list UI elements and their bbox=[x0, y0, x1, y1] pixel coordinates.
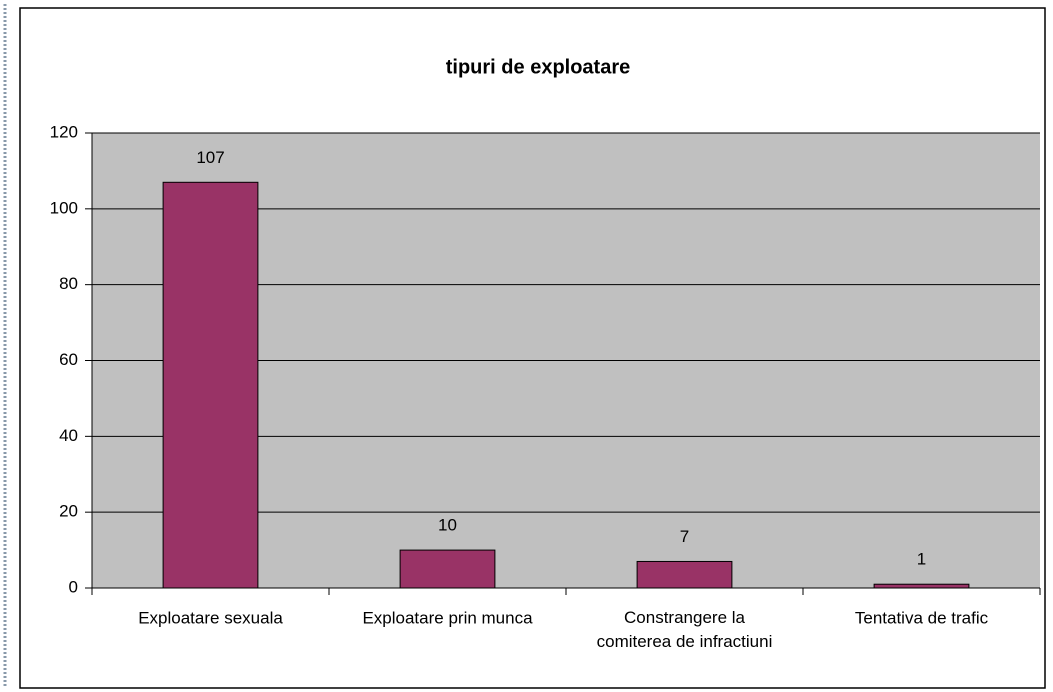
data-label: 10 bbox=[438, 516, 457, 535]
y-tick-label: 20 bbox=[59, 502, 78, 521]
x-tick-label: Constrangere la comiterea de infractiuni bbox=[597, 608, 773, 651]
x-tick-label: Tentativa de trafic bbox=[855, 608, 989, 627]
y-tick-label: 80 bbox=[59, 274, 78, 293]
x-tick-label: Exploatare prin munca bbox=[362, 608, 533, 627]
y-tick-label: 100 bbox=[50, 198, 78, 217]
y-tick-label: 120 bbox=[50, 122, 78, 141]
data-label: 1 bbox=[917, 550, 926, 569]
x-tick-label: Exploatare sexuala bbox=[138, 608, 283, 627]
bar bbox=[636, 560, 733, 589]
y-tick-label: 40 bbox=[59, 426, 78, 445]
y-tick-label: 60 bbox=[59, 350, 78, 369]
bar bbox=[399, 549, 496, 589]
data-label: 107 bbox=[196, 148, 224, 167]
bar bbox=[873, 583, 970, 589]
y-tick-label: 0 bbox=[69, 577, 78, 596]
chart-title: tipuri de exploatare bbox=[446, 56, 631, 78]
bar bbox=[162, 181, 259, 589]
data-label: 7 bbox=[680, 527, 689, 546]
